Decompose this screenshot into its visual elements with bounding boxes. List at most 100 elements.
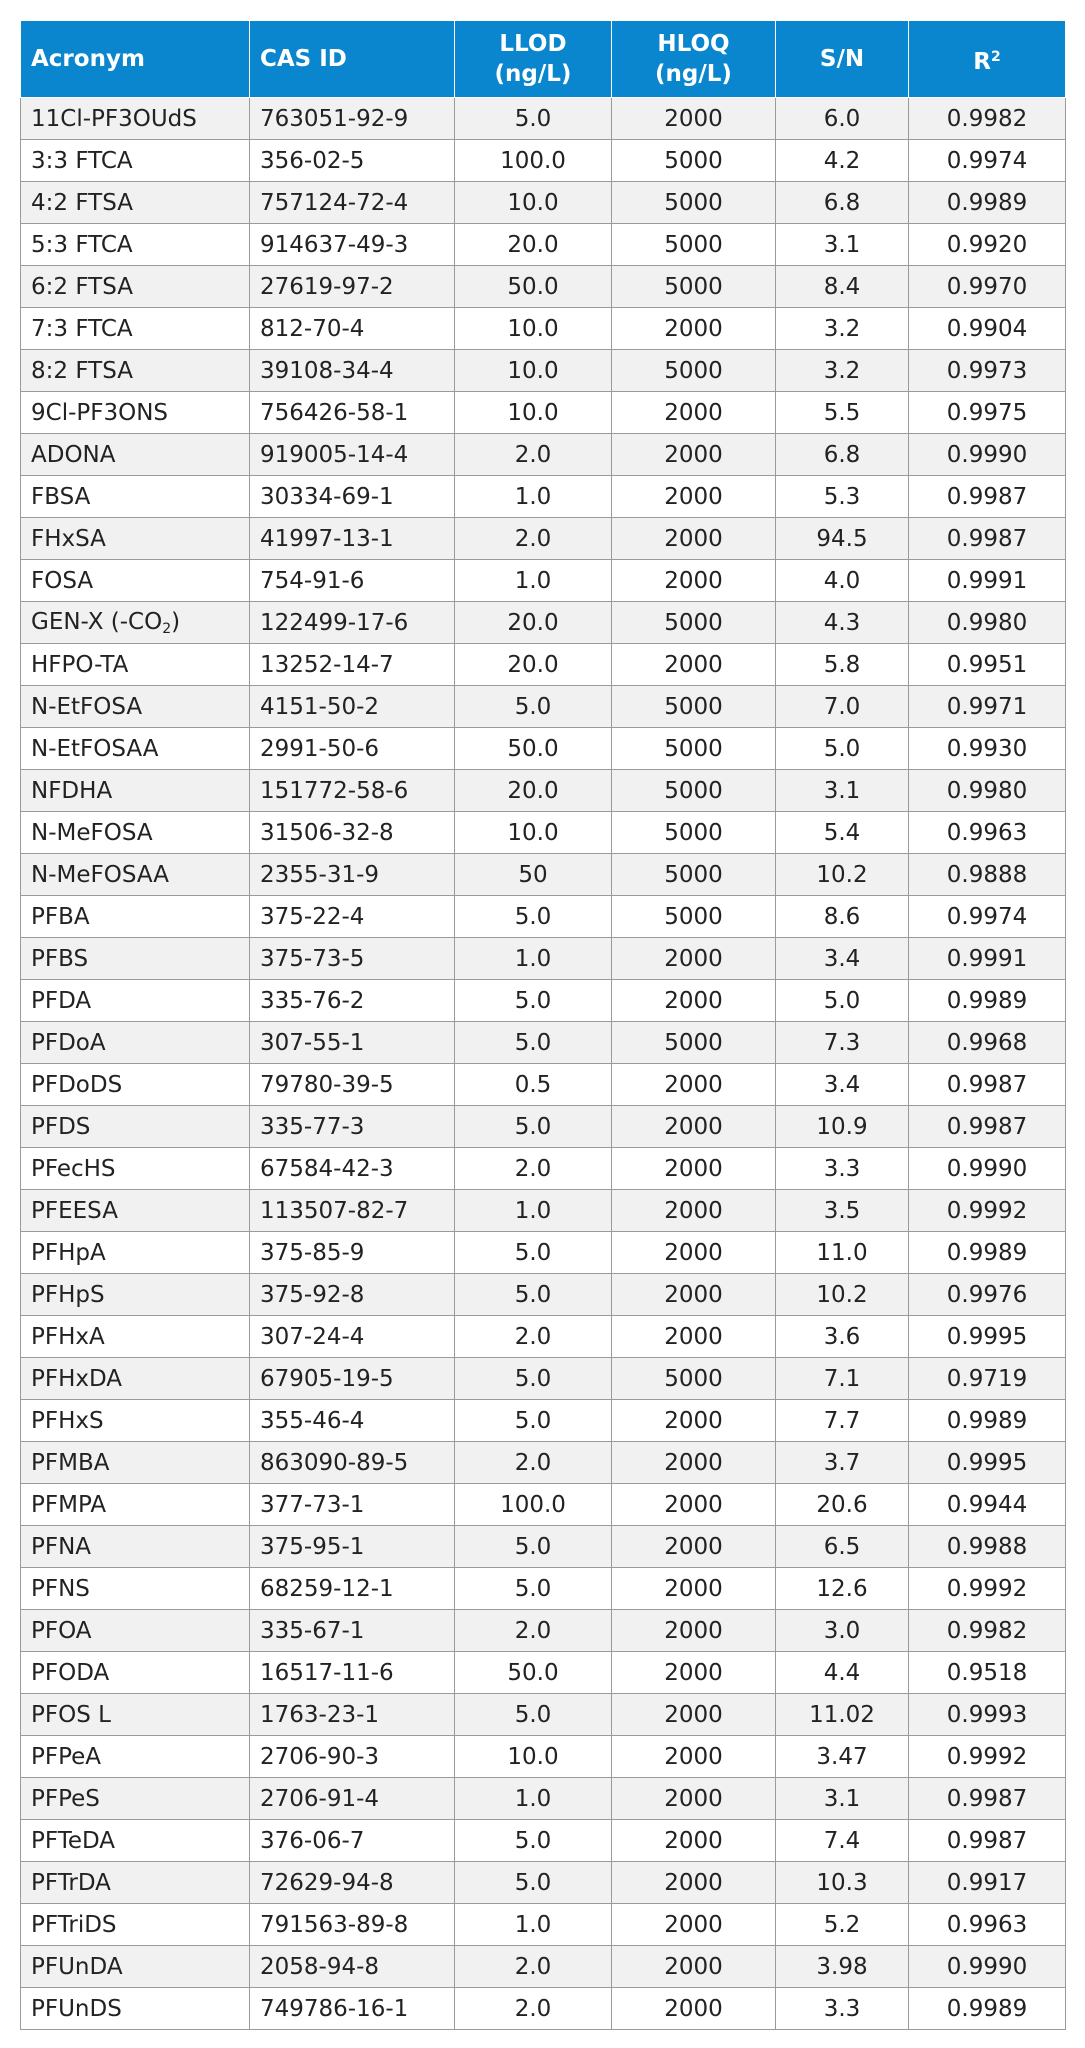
cell-acronym: 5:3 FTCA (20, 223, 250, 266)
cell-sn: 5.0 (775, 979, 909, 1022)
cell-hloq-text: 2000 (664, 525, 723, 552)
table-row: PFPeS 2706-91-4 1.0 2000 3.1 0.9987 (20, 1777, 1066, 1820)
cell-hloq: 2000 (611, 1777, 776, 1820)
cell-acronym: PFDS (20, 1105, 250, 1148)
cell-acronym-text: FOSA (31, 567, 94, 594)
cell-hloq-text: 5000 (664, 231, 723, 258)
cell-sn-text: 94.5 (816, 525, 868, 552)
cell-cas-id: 2706-91-4 (249, 1777, 455, 1820)
table-row: PFDS 335-77-3 5.0 2000 10.9 0.9987 (20, 1105, 1066, 1148)
cell-cas-id: 356-02-5 (249, 139, 455, 182)
table-row: PFBA 375-22-4 5.0 5000 8.6 0.9974 (20, 895, 1066, 938)
cell-cas-id-text: 79780-39-5 (260, 1071, 394, 1098)
cell-r2-text: 0.9970 (946, 273, 1028, 300)
cell-cas-id: 754-91-6 (249, 559, 455, 602)
cell-llod-text: 1.0 (514, 1911, 552, 1938)
table-row: 11Cl-PF3OUdS 763051-92-9 5.0 2000 6.0 0.9982 (20, 97, 1066, 140)
cell-r2: 0.9975 (908, 391, 1066, 434)
cell-sn-text: 7.3 (823, 1029, 861, 1056)
cell-cas-id-text: 2706-91-4 (260, 1785, 380, 1812)
cell-acronym-text: PFUnDA (31, 1953, 123, 1980)
cell-acronym-text: PFNA (31, 1533, 92, 1560)
cell-acronym-text: PFDS (31, 1113, 91, 1140)
cell-hloq-text: 2000 (664, 105, 723, 132)
cell-sn-text: 3.5 (823, 1197, 861, 1224)
cell-r2-text: 0.9995 (946, 1449, 1028, 1476)
cell-r2: 0.9518 (908, 1651, 1066, 1694)
cell-sn-text: 10.3 (816, 1869, 868, 1896)
cell-acronym: NFDHA (20, 769, 250, 812)
cell-hloq: 2000 (611, 559, 776, 602)
cell-sn-text: 5.8 (823, 651, 861, 678)
cell-acronym: HFPO-TA (20, 643, 250, 686)
cell-acronym-tail: ) (171, 608, 181, 635)
cell-r2-text: 0.9988 (946, 1533, 1028, 1560)
cell-acronym-text: PFTriDS (31, 1911, 117, 1938)
cell-sn-text: 11.0 (816, 1239, 868, 1266)
cell-hloq: 2000 (611, 1483, 776, 1526)
cell-r2-text: 0.9990 (946, 1155, 1028, 1182)
cell-llod: 10.0 (454, 349, 612, 392)
cell-acronym: PFHxA (20, 1315, 250, 1358)
cell-cas-id: 307-55-1 (249, 1021, 455, 1064)
cell-llod-text: 20.0 (507, 231, 559, 258)
table-row: FHxSA 41997-13-1 2.0 2000 94.5 0.9987 (20, 517, 1066, 560)
cell-llod: 2.0 (454, 517, 612, 560)
cell-r2: 0.9995 (908, 1315, 1066, 1358)
header-sn-label: S/N (819, 46, 865, 72)
cell-cas-id-text: 31506-32-8 (260, 819, 394, 846)
cell-hloq-text: 5000 (664, 1029, 723, 1056)
cell-llod-text: 50.0 (507, 735, 559, 762)
cell-sn: 5.0 (775, 727, 909, 770)
cell-hloq: 5000 (611, 349, 776, 392)
cell-acronym-text: 9Cl-PF3ONS (31, 399, 169, 426)
header-llod: LLOD (ng/L) (454, 20, 612, 98)
cell-r2: 0.9944 (908, 1483, 1066, 1526)
cell-acronym-text: PFDoDS (31, 1071, 123, 1098)
cell-acronym: PFHpS (20, 1273, 250, 1316)
cell-llod: 2.0 (454, 1987, 612, 2030)
cell-hloq-text: 5000 (664, 189, 723, 216)
cell-acronym-text: PFNS (31, 1575, 90, 1602)
cell-sn: 7.3 (775, 1021, 909, 1064)
table-row: PFPeA 2706-90-3 10.0 2000 3.47 0.9992 (20, 1735, 1066, 1778)
cell-acronym-text: 3:3 FTCA (31, 147, 133, 174)
cell-cas-id-text: 2058-94-8 (260, 1953, 380, 1980)
cell-llod: 5.0 (454, 1357, 612, 1400)
cell-cas-id: 68259-12-1 (249, 1567, 455, 1610)
table-row: N-MeFOSA 31506-32-8 10.0 5000 5.4 0.9963 (20, 811, 1066, 854)
cell-cas-id: 72629-94-8 (249, 1861, 455, 1904)
cell-acronym: PFOS L (20, 1693, 250, 1736)
cell-r2-text: 0.9982 (946, 105, 1028, 132)
table-row: PFDA 335-76-2 5.0 2000 5.0 0.9989 (20, 979, 1066, 1022)
cell-acronym: PFHxS (20, 1399, 250, 1442)
cell-llod-text: 50 (518, 861, 548, 888)
cell-hloq-text: 2000 (664, 1239, 723, 1266)
cell-r2-text: 0.9989 (946, 1239, 1028, 1266)
cell-llod: 1.0 (454, 937, 612, 980)
cell-llod-text: 5.0 (514, 1575, 552, 1602)
cell-llod-text: 2.0 (514, 525, 552, 552)
cell-llod: 5.0 (454, 685, 612, 728)
cell-hloq: 2000 (611, 1105, 776, 1148)
header-hloq-label: HLOQ (657, 31, 730, 57)
cell-r2-text: 0.9987 (946, 483, 1028, 510)
cell-cas-id: 2058-94-8 (249, 1945, 455, 1988)
pfas-table-container: Acronym CAS ID LLOD (ng/L) HLOQ (ng/L) S/N… (20, 20, 1066, 2030)
cell-cas-id-text: 16517-11-6 (260, 1659, 394, 1686)
table-row: PFUnDS 749786-16-1 2.0 2000 3.3 0.9989 (20, 1987, 1066, 2030)
cell-acronym-text: PFHxDA (31, 1365, 123, 1392)
cell-acronym-text: PFOA (31, 1617, 92, 1644)
cell-cas-id: 151772-58-6 (249, 769, 455, 812)
cell-llod: 5.0 (454, 979, 612, 1022)
cell-hloq-text: 2000 (664, 1449, 723, 1476)
table-row: PFHpA 375-85-9 5.0 2000 11.0 0.9989 (20, 1231, 1066, 1274)
cell-sn-text: 5.3 (823, 483, 861, 510)
table-row: HFPO-TA 13252-14-7 20.0 2000 5.8 0.9951 (20, 643, 1066, 686)
cell-acronym-text: 4:2 FTSA (31, 189, 133, 216)
cell-llod-text: 10.0 (507, 819, 559, 846)
cell-r2-text: 0.9989 (946, 1995, 1028, 2022)
cell-r2-text: 0.9963 (946, 1911, 1028, 1938)
cell-acronym: 11Cl-PF3OUdS (20, 97, 250, 140)
cell-hloq: 2000 (611, 307, 776, 350)
